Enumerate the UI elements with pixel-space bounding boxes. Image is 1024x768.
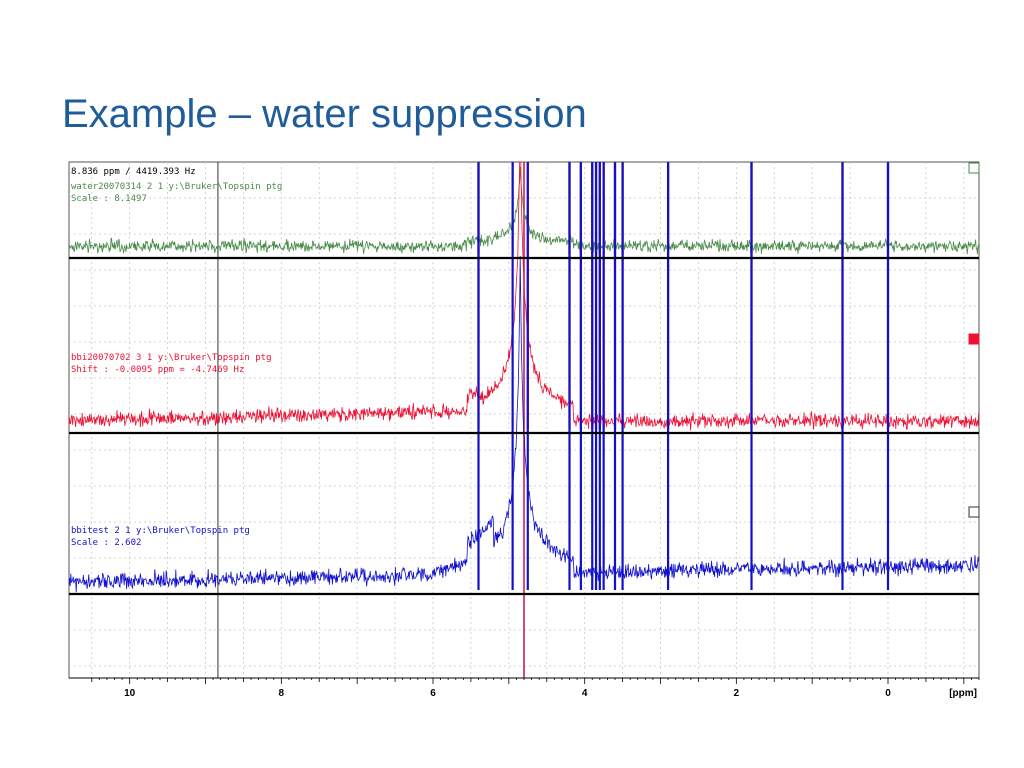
x-axis: 10 8 6 4 2 0 [ppm]: [69, 677, 980, 699]
x-tick-label: 8: [279, 688, 285, 699]
x-tick-label: 0: [885, 688, 891, 699]
slide-title: Example – water suppression: [62, 92, 587, 136]
x-tick-label: 6: [430, 688, 436, 699]
series-marker-blue[interactable]: [968, 506, 980, 518]
spectrum-trace: [68, 166, 979, 255]
x-tick-label: 2: [734, 688, 740, 699]
spectrum-trace: [68, 255, 979, 593]
x-axis-label: [ppm]: [949, 688, 977, 699]
baselines: [69, 256, 979, 596]
spectrum-series-3: [68, 162, 979, 593]
series-markers[interactable]: [968, 162, 980, 518]
series-name-3: bbitest 2 1 y:\Bruker\Topspin ptg: [71, 526, 250, 536]
cursor-readout: 8.836 ppm / 4419.393 Hz: [71, 167, 196, 177]
x-tick-label: 4: [582, 688, 588, 699]
annotations: 8.836 ppm / 4419.393 Hz water20070314 2 1…: [71, 167, 282, 548]
series-name-1: water20070314 2 1 y:\Bruker\Topspin ptg: [71, 182, 282, 192]
spectrum-trace: [68, 161, 979, 431]
series-name-2: bbi20070702 3 1 y:\Bruker\Topspin ptg: [71, 353, 271, 363]
spectra: [68, 161, 979, 593]
x-tick-label: 10: [124, 688, 136, 699]
series-info-3: Scale : 2.602: [71, 538, 141, 548]
series-marker-green[interactable]: [968, 162, 980, 174]
series-marker-red[interactable]: [968, 333, 980, 345]
series-info-1: Scale : 8.1497: [71, 194, 147, 204]
series-info-2: Shift : -0.0095 ppm = -4.7469 Hz: [71, 365, 244, 375]
